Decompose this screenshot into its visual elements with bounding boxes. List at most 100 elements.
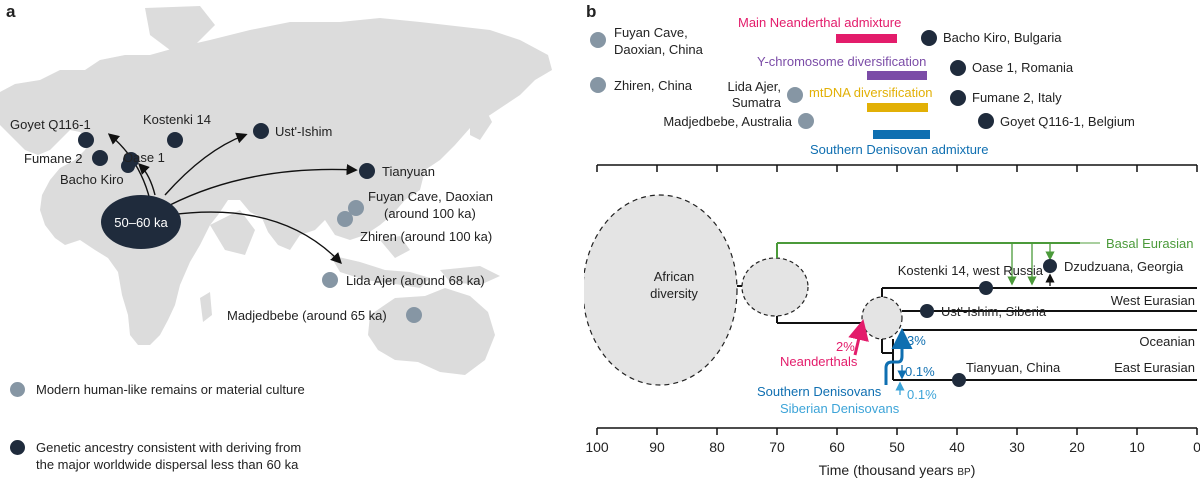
remains-sites: [322, 200, 422, 323]
b-bacho-label: Bacho Kiro, Bulgaria: [943, 30, 1062, 45]
site-fuyan-label-1: Fuyan Cave, Daoxian: [368, 189, 493, 204]
site-fumane-dot: [92, 150, 108, 166]
tree-kostenki-label: Kostenki 14, west Russia: [898, 263, 1044, 278]
axis-tick-label: 30: [1009, 439, 1025, 455]
axis-tick-label: 70: [769, 439, 785, 455]
axis-tick-label: 0: [1193, 439, 1200, 455]
african-label-2: diversity: [650, 286, 698, 301]
tree-oceanian-label: Oceanian: [1139, 334, 1195, 349]
world-map: [0, 6, 552, 375]
b-fuyan-label-2: Daoxian, China: [614, 42, 704, 57]
axis-tick-label: 100: [585, 439, 609, 455]
tree-dzudzuana-label: Dzudzuana, Georgia: [1064, 259, 1184, 274]
neanderthals-label: Neanderthals: [780, 354, 858, 369]
site-madjedbebe-dot: [406, 307, 422, 323]
site-ustishim-dot: [253, 123, 269, 139]
axis-tick-label: 90: [649, 439, 665, 455]
panel-a-map: 50–60 ka Goyet Q116-1 Kostenki 14 Fumane…: [0, 6, 552, 375]
b-lida-label-1: Lida Ajer,: [728, 79, 782, 94]
b-madjedbebe-label: Madjedbebe, Australia: [663, 114, 792, 129]
event-denisovan-label: Southern Denisovan admixture: [810, 142, 989, 157]
event-ychrom-bar: [867, 71, 927, 80]
denisovan-pct-3: 3%: [907, 333, 926, 348]
arrow-ustishim: [164, 132, 248, 196]
tree-ustishim-label: Ust'-Ishim, Siberia: [941, 304, 1047, 319]
b-fumane-label: Fumane 2, Italy: [972, 90, 1062, 105]
site-fuyan-dot: [348, 200, 364, 216]
dispersal-arrows: [107, 132, 358, 265]
site-ustishim-label: Ust'-Ishim: [275, 124, 332, 139]
event-neanderthal-label: Main Neanderthal admixture: [738, 15, 901, 30]
site-tianyuan-dot: [359, 163, 375, 179]
ooa-ellipse: [741, 257, 809, 317]
axis-title: Time (thousand years BP): [819, 462, 976, 478]
bottom-axis-ticks: [596, 428, 1198, 435]
b-fuyan-dot: [590, 32, 606, 48]
b-oase-label: Oase 1, Romania: [972, 60, 1074, 75]
top-right-dark-dots: [921, 30, 994, 129]
b-lida-dot: [787, 87, 803, 103]
basal-eurasian-branch: [776, 242, 1080, 258]
tree-dzudzuana-dot: [1043, 259, 1057, 273]
event-denisovan-bar: [873, 130, 930, 139]
genetic-sites: [78, 123, 375, 179]
top-axis: [596, 164, 1198, 172]
b-oase-dot: [950, 60, 966, 76]
axis-tick-label: 60: [829, 439, 845, 455]
b-bacho-dot: [921, 30, 937, 46]
site-bacho-label: Bacho Kiro: [60, 172, 124, 187]
axis-tick-label: 50: [889, 439, 905, 455]
b-madjedbebe-dot: [798, 113, 814, 129]
arrow-tianyuan: [169, 164, 358, 206]
panel-b-figure: Fuyan Cave, Daoxian, China Zhiren, China…: [584, 15, 1200, 478]
neanderthal-pct: 2%: [836, 339, 855, 354]
site-zhiren-dot: [337, 211, 353, 227]
site-goyet-label: Goyet Q116-1: [10, 117, 91, 132]
site-zhiren-label: Zhiren (around 100 ka): [360, 229, 492, 244]
basal-label: Basal Eurasian: [1106, 236, 1193, 251]
tree-ustishim-dot: [920, 304, 934, 318]
basal-admixture-arrows: [1007, 243, 1055, 286]
site-kostenki-dot: [167, 132, 183, 148]
african-label-1: African: [654, 269, 694, 284]
axis-tick-label: 40: [949, 439, 965, 455]
site-madjedbebe-label: Madjedbebe (around 65 ka): [227, 308, 387, 323]
site-fuyan-label-2: (around 100 ka): [384, 206, 476, 221]
denisovan-pct-01b: 0.1%: [907, 387, 937, 402]
legend-item-genetic: Genetic ancestry consistent with derivin…: [10, 439, 530, 475]
tree-east-label: East Eurasian: [1114, 360, 1195, 375]
legend-grey-dot: [10, 382, 25, 397]
site-bacho-dot: [121, 159, 135, 173]
tree-tianyuan-label: Tianyuan, China: [966, 360, 1061, 375]
origin-label: 50–60 ka: [114, 215, 168, 230]
b-fumane-dot: [950, 90, 966, 106]
site-oase-label: Oase 1: [123, 150, 165, 165]
event-neanderthal-bar: [836, 34, 897, 43]
site-kostenki-label: Kostenki 14: [143, 112, 211, 127]
siberian-denisovans-label: Siberian Denisovans: [780, 401, 900, 416]
nonafrican-ellipse: [861, 296, 903, 340]
southern-denisovans-label: Southern Denisovans: [757, 384, 882, 399]
panel-b-letter: b: [586, 2, 597, 21]
b-fuyan-label-1: Fuyan Cave,: [614, 25, 688, 40]
bottom-axis-tick-labels: 100 90 80 70 60 50 40 30 20 10 0: [585, 439, 1200, 455]
legend-remains-text: Modern human-like remains or material cu…: [36, 382, 305, 397]
site-lida-dot: [322, 272, 338, 288]
legend-dark-dot: [10, 440, 25, 455]
tree-branches: [737, 285, 1197, 381]
origin-ellipse: [101, 195, 181, 249]
denisovan-pct-01a: 0.1%: [905, 364, 935, 379]
b-lida-label-2: Sumatra: [732, 95, 782, 110]
arrow-bacho: [138, 163, 156, 196]
site-fumane-label: Fumane 2: [24, 151, 83, 166]
tree-west-label: West Eurasian: [1111, 293, 1195, 308]
axis-tick-label: 80: [709, 439, 725, 455]
b-goyet-label: Goyet Q116-1, Belgium: [1000, 114, 1135, 129]
event-mtdna-label: mtDNA diversification: [809, 85, 933, 100]
site-goyet-dot: [78, 132, 94, 148]
site-tianyuan-label: Tianyuan: [382, 164, 435, 179]
southern-denisovan-arrow: [884, 328, 913, 385]
arrow-lida: [169, 211, 342, 265]
b-zhiren-dot: [590, 77, 606, 93]
event-ychrom-label: Y-chromosome diversification: [757, 54, 926, 69]
